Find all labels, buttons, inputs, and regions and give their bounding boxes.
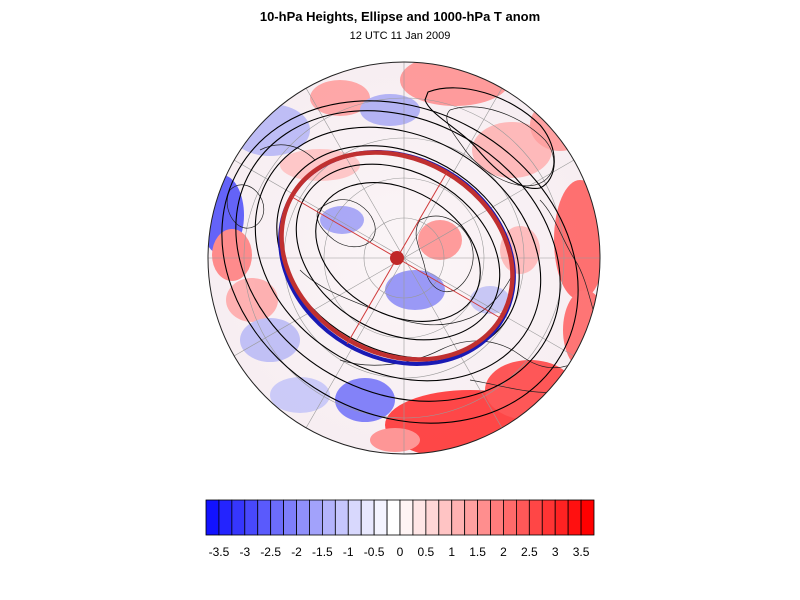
colorbar-swatch [360, 499, 375, 536]
colorbar-swatch [580, 499, 595, 536]
warm-anomaly-patch [310, 80, 370, 116]
colorbar-swatch [321, 499, 336, 536]
colorbar-swatch [490, 499, 504, 536]
colorbar-tick-label: 2 [500, 545, 507, 559]
colorbar-swatch [309, 499, 323, 536]
colorbar-swatch [373, 499, 388, 536]
cold-anomaly-patch [270, 377, 330, 413]
colorbar-swatch [334, 499, 349, 536]
colorbar-swatch [567, 499, 582, 536]
colorbar-swatch [257, 499, 272, 536]
warm-anomaly-patch [226, 278, 278, 322]
colorbar-swatch [412, 499, 427, 536]
colorbar-tick-label: -3 [239, 545, 250, 559]
map-border [207, 61, 601, 455]
ellipse-axes [291, 171, 503, 345]
coastlines [226, 106, 600, 393]
ellipse-center-marker [390, 251, 404, 265]
colorbar-swatch [464, 499, 478, 536]
warm-anomaly-patch [370, 428, 420, 452]
colorbar-tick-label: -1.5 [312, 545, 333, 559]
colorbar-tick-label: -3.5 [209, 545, 230, 559]
colorbar-swatch [451, 499, 466, 536]
colorbar-tick-label: 3.5 [573, 545, 590, 559]
colorbar-tick-label: -1 [343, 545, 354, 559]
colorbar-swatch [270, 499, 284, 536]
colorbar-tick-label: 1 [448, 545, 455, 559]
colorbar-swatch [347, 499, 362, 536]
colorbar-tick-label: 3 [552, 545, 559, 559]
colorbar-swatch [231, 499, 246, 536]
colorbar-swatch [541, 499, 556, 536]
colorbar-swatch [386, 499, 401, 536]
colorbar-swatch [503, 499, 517, 536]
vortex-ellipse [278, 150, 516, 366]
plot-title: 10-hPa Heights, Ellipse and 1000-hPa T a… [259, 9, 541, 24]
colorbar-swatch [554, 499, 569, 536]
colorbar-swatches [205, 499, 595, 536]
colorbar-tick-label: 1.5 [469, 545, 486, 559]
warm-anomaly-patch [554, 180, 600, 300]
cold-anomaly-patch [320, 206, 364, 234]
cold-anomaly-patch [360, 94, 420, 126]
colorbar-swatch [283, 499, 297, 536]
colorbar-swatch [218, 499, 233, 536]
cold-anomaly-patch [470, 286, 510, 314]
colorbar-swatch [296, 499, 310, 536]
colorbar-swatch [477, 499, 491, 536]
colorbar-tick-labels: -3.5 -3 -2.5 -2 -1.5 -1 -0.5 0 0.5 1 1.5 2 2.5 3 3.5 [209, 545, 590, 559]
colorbar-swatch [205, 499, 220, 536]
cold-anomaly-patch [385, 270, 445, 310]
colorbar-tick-label: -2.5 [260, 545, 281, 559]
colorbar-swatch [516, 499, 530, 536]
colorbar-swatch [528, 499, 543, 536]
cold-anomaly-patch [335, 378, 395, 422]
plot-subtitle: 12 UTC 11 Jan 2009 [349, 30, 451, 42]
colorbar-swatch [244, 499, 259, 536]
cold-anomaly-patch [240, 318, 300, 362]
colorbar-tick-label: 0 [397, 545, 404, 559]
ellipse-red [279, 150, 515, 362]
colorbar-swatch [425, 499, 440, 536]
height-contours [221, 87, 579, 424]
polar-map [207, 61, 601, 455]
colorbar-tick-label: -2 [291, 545, 302, 559]
colorbar-tick-label: 2.5 [521, 545, 538, 559]
colorbar-swatch [438, 499, 453, 536]
warm-anomaly-patch [472, 122, 552, 178]
colorbar-tick-label: 0.5 [418, 545, 435, 559]
colorbar-swatch [399, 499, 414, 536]
colorbar-tick-label: -0.5 [364, 545, 385, 559]
